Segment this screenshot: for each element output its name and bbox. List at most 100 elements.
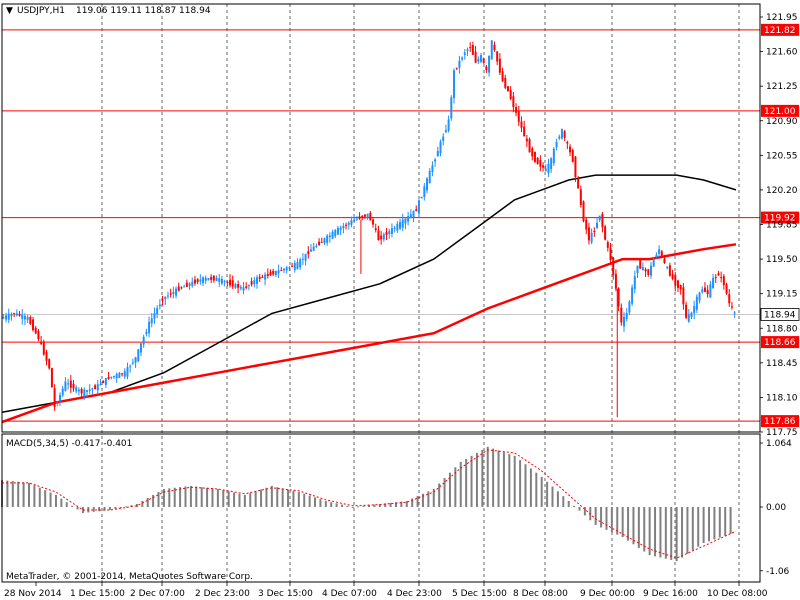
candle-body [207, 278, 210, 281]
macd-histogram-bar [605, 507, 608, 530]
candle-body [712, 277, 715, 289]
candle-body [482, 58, 485, 63]
candle-body [458, 60, 461, 68]
candle-body [496, 51, 499, 62]
macd-histogram-bar [497, 450, 500, 507]
macd-histogram-bar [600, 507, 603, 528]
candle-body [274, 270, 277, 275]
candle-body [53, 388, 56, 407]
candle-body [439, 141, 442, 154]
candle-body [474, 51, 477, 63]
macd-histogram-bar [125, 506, 128, 508]
macd-histogram-bar [405, 500, 408, 507]
candle-body [175, 288, 178, 296]
macd-histogram-bar [351, 507, 354, 508]
macd-histogram-bar [303, 493, 306, 507]
candle-body [177, 286, 180, 291]
level-price-tag [761, 211, 799, 224]
macd-histogram-bar [713, 507, 716, 540]
time-label: 3 Dec 15:00 [258, 589, 313, 599]
candle-body [409, 214, 412, 218]
level-price-text: 119.92 [764, 214, 796, 224]
moving-average-line [1, 174, 737, 413]
candle-body [137, 349, 140, 362]
time-label: 2 Dec 23:00 [195, 589, 250, 599]
copyright-text: MetaTrader, © 2001-2014, MetaQuotes Soft… [6, 572, 253, 582]
macd-histogram-bar [648, 507, 651, 556]
macd-histogram-bar [216, 488, 219, 507]
candle-body [296, 262, 299, 269]
candle-body [77, 389, 80, 392]
price-tick-label: 119.85 [766, 221, 798, 231]
macd-histogram-bar [551, 486, 554, 507]
candle-body [323, 238, 326, 244]
macd-histogram-bar [729, 507, 732, 534]
candle-body [142, 336, 145, 345]
time-label: 9 Dec 00:00 [580, 589, 635, 599]
candle-body [444, 130, 447, 132]
macd-panel-frame [1, 433, 761, 583]
candle-body [315, 245, 318, 247]
candle-body [83, 389, 86, 397]
macd-histogram-bar [362, 505, 365, 507]
time-label: 4 Dec 07:00 [322, 589, 377, 599]
candle-body [593, 230, 596, 232]
candle-body [577, 178, 580, 189]
candle-body [21, 314, 24, 319]
candle-body [509, 90, 512, 100]
candle-body [531, 148, 534, 157]
candle-body [361, 215, 364, 218]
macd-histogram-bar [573, 505, 576, 507]
horizontal-levels[interactable]: 121.82 121.00 119.92 118.66 117.86 118.94 [2, 23, 800, 428]
candle-body [604, 226, 607, 240]
candle-body [69, 380, 72, 388]
candle-body [582, 201, 585, 222]
candle-body [104, 377, 107, 385]
macd-histogram-bar [546, 481, 549, 507]
candle-body [544, 168, 547, 171]
candle-body [107, 377, 110, 379]
candle-body [2, 317, 5, 319]
macd-histogram-bar [92, 507, 95, 512]
macd-histogram-bar [664, 507, 667, 559]
macd-histogram-bar [659, 507, 662, 558]
macd-histogram-bar [567, 500, 570, 507]
candle-body [64, 381, 67, 391]
candle-body [48, 359, 51, 369]
macd-histogram-bar [189, 485, 192, 507]
candle-body [150, 318, 153, 324]
candle-body [415, 209, 418, 212]
candle-body [196, 279, 199, 283]
macd-histogram-bar [443, 478, 446, 507]
candle-body [86, 390, 89, 392]
candle-body [191, 281, 194, 286]
candle-body [660, 251, 663, 256]
macd-histogram-bar [44, 490, 47, 507]
macd-histogram-bar [670, 507, 673, 560]
candle-body [517, 111, 520, 122]
macd-histogram-bar [632, 507, 635, 545]
symbol-dropdown-icon[interactable]: ▼ [6, 6, 13, 16]
candle-body [37, 331, 40, 340]
candle-body [407, 216, 410, 222]
candle-body [172, 291, 175, 295]
macd-histogram-bar [108, 507, 111, 511]
candle-body [671, 274, 674, 279]
candle-body [644, 269, 647, 272]
macd-histogram-bar [11, 481, 14, 507]
macd-histogram-bar [222, 490, 225, 507]
macd-histogram-bar [459, 461, 462, 507]
candle-body [42, 342, 45, 355]
candle-body [401, 219, 404, 228]
macd-histogram-bar [508, 454, 511, 507]
macd-histogram-bar [378, 503, 381, 507]
macd-histogram-bar [691, 507, 694, 551]
candle-body [363, 214, 366, 217]
candle-body [399, 221, 402, 229]
macd-histogram-bar [330, 502, 333, 507]
candle-body [129, 366, 132, 368]
macd-histogram-bar [297, 491, 300, 507]
candle-body [722, 276, 725, 286]
